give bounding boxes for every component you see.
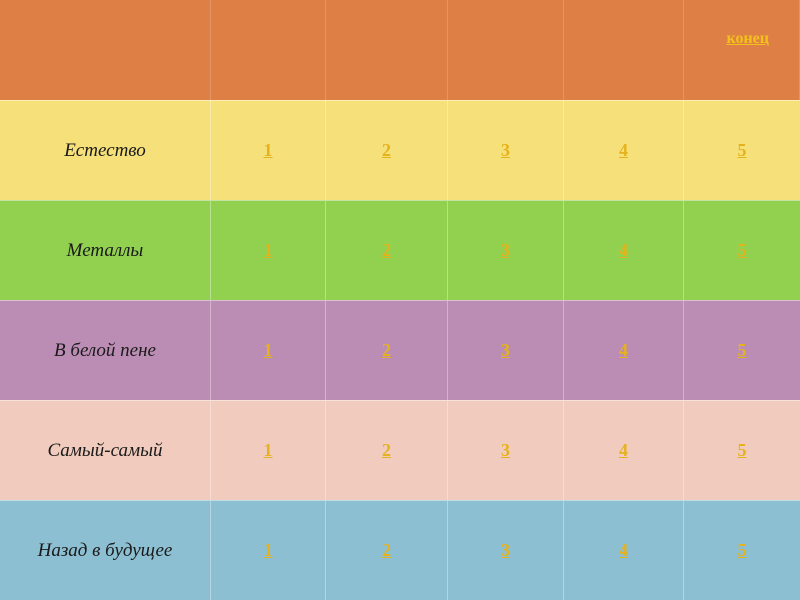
category-label: Самый-самый [47, 439, 163, 461]
header-cell-1 [211, 0, 326, 100]
question-link-5[interactable]: 5 [737, 140, 747, 160]
category-row-nazad-v-budushchee: Назад в будущее 1 2 3 4 5 [0, 500, 800, 600]
question-cell: 4 [564, 101, 684, 200]
question-cell: 3 [448, 301, 564, 400]
question-cell: 4 [564, 301, 684, 400]
category-row-metally: Металлы 1 2 3 4 5 [0, 200, 800, 300]
question-cell: 5 [684, 301, 800, 400]
question-cell: 2 [326, 201, 448, 300]
question-cell: 2 [326, 101, 448, 200]
question-link-4[interactable]: 4 [619, 440, 628, 460]
question-link-5[interactable]: 5 [737, 440, 747, 460]
question-cell: 4 [564, 201, 684, 300]
category-row-samyy-samyy: Самый-самый 1 2 3 4 5 [0, 400, 800, 500]
question-cell: 5 [684, 101, 800, 200]
question-link-1[interactable]: 1 [263, 240, 273, 260]
header-cell-3 [448, 0, 564, 100]
header-cell-4 [564, 0, 684, 100]
question-cell: 1 [211, 301, 326, 400]
question-cell: 1 [211, 401, 326, 500]
question-cell: 2 [326, 301, 448, 400]
question-cell: 3 [448, 101, 564, 200]
header-cell-2 [326, 0, 448, 100]
question-link-3[interactable]: 3 [501, 440, 510, 460]
question-cell: 5 [684, 201, 800, 300]
question-cell: 1 [211, 201, 326, 300]
question-link-2[interactable]: 2 [382, 440, 391, 460]
category-cell: Металлы [0, 201, 211, 300]
question-link-5[interactable]: 5 [737, 540, 747, 560]
category-label: Естество [64, 139, 146, 161]
question-cell: 5 [684, 501, 800, 600]
question-link-2[interactable]: 2 [382, 340, 391, 360]
question-cell: 2 [326, 501, 448, 600]
question-cell: 5 [684, 401, 800, 500]
question-link-5[interactable]: 5 [737, 340, 747, 360]
question-link-1[interactable]: 1 [263, 340, 273, 360]
category-cell: В белой пене [0, 301, 211, 400]
question-link-4[interactable]: 4 [619, 340, 628, 360]
question-link-1[interactable]: 1 [263, 440, 273, 460]
question-link-3[interactable]: 3 [501, 240, 510, 260]
question-cell: 2 [326, 401, 448, 500]
question-cell: 1 [211, 501, 326, 600]
end-link[interactable]: конец [726, 30, 769, 47]
category-label: Металлы [66, 239, 144, 261]
question-link-1[interactable]: 1 [263, 140, 273, 160]
question-cell: 3 [448, 201, 564, 300]
header-row: конец [0, 0, 800, 100]
question-cell: 3 [448, 401, 564, 500]
category-cell: Назад в будущее [0, 501, 211, 600]
question-link-4[interactable]: 4 [619, 140, 628, 160]
question-cell: 4 [564, 501, 684, 600]
question-link-2[interactable]: 2 [382, 540, 391, 560]
category-cell: Самый-самый [0, 401, 211, 500]
header-cell-5: конец [684, 0, 800, 100]
question-link-1[interactable]: 1 [263, 540, 273, 560]
question-cell: 4 [564, 401, 684, 500]
category-row-v-beloy-pene: В белой пене 1 2 3 4 5 [0, 300, 800, 400]
category-row-estestvo: Естество 1 2 3 4 5 [0, 100, 800, 200]
question-link-4[interactable]: 4 [619, 540, 628, 560]
question-link-4[interactable]: 4 [619, 240, 628, 260]
question-link-2[interactable]: 2 [382, 240, 391, 260]
category-label: В белой пене [54, 339, 156, 361]
category-cell: Естество [0, 101, 211, 200]
question-cell: 1 [211, 101, 326, 200]
question-link-3[interactable]: 3 [501, 140, 510, 160]
header-cell-category [0, 0, 211, 100]
category-label: Назад в будущее [37, 539, 173, 561]
question-link-3[interactable]: 3 [501, 540, 510, 560]
question-link-3[interactable]: 3 [501, 340, 510, 360]
question-cell: 3 [448, 501, 564, 600]
question-link-2[interactable]: 2 [382, 140, 391, 160]
question-link-5[interactable]: 5 [737, 240, 747, 260]
